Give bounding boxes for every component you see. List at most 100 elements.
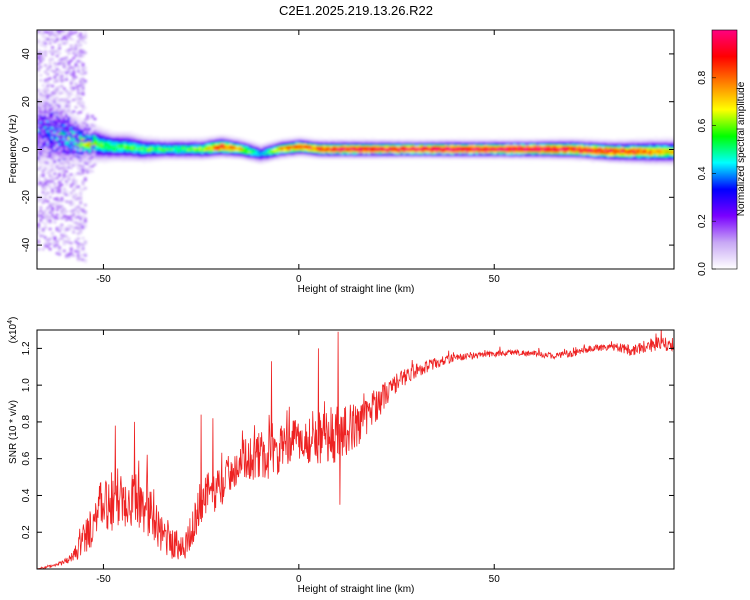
heatmap-cell	[67, 217, 71, 221]
heatmap-cell	[46, 98, 50, 101]
heatmap-cell	[620, 161, 624, 164]
heatmap-cell	[86, 134, 90, 137]
heatmap-cell	[180, 140, 183, 143]
heatmap-cell	[280, 154, 284, 157]
heatmap-cell	[339, 152, 343, 155]
heatmap-cell	[60, 133, 64, 136]
heatmap-cell	[501, 157, 505, 160]
heatmap-cell	[93, 154, 97, 157]
heatmap-cell	[58, 132, 62, 135]
heatmap-cell	[491, 152, 495, 155]
heatmap-cell	[76, 210, 80, 213]
heatmap-cell	[69, 134, 73, 138]
heatmap-cell	[187, 150, 191, 153]
heatmap-cell	[585, 155, 589, 158]
heatmap-cell	[534, 158, 538, 161]
heatmap-cell	[62, 30, 66, 33]
heatmap-cell	[191, 151, 195, 155]
heatmap-cell	[194, 148, 198, 151]
heatmap-cell	[53, 99, 57, 102]
heatmap-cell	[421, 138, 425, 142]
heatmap-cell	[377, 142, 380, 145]
heatmap-cell	[639, 154, 643, 157]
heatmap-cell	[173, 138, 176, 141]
heatmap-cell	[480, 149, 484, 152]
heatmap-cell	[299, 155, 303, 159]
heatmap-cell	[346, 142, 350, 145]
heatmap-cell	[46, 158, 50, 161]
heatmap-cell	[229, 138, 233, 141]
heatmap-cell	[72, 157, 76, 160]
heatmap-cell	[166, 150, 169, 153]
heatmap-cell	[65, 155, 69, 158]
heatmap-cell	[100, 130, 104, 133]
heatmap-cell	[529, 146, 533, 149]
heatmap-cell	[470, 154, 474, 157]
heatmap-cell	[49, 22, 52, 24]
heatmap-cell	[576, 146, 580, 149]
heatmap-cell	[557, 157, 561, 160]
heatmap-cell	[440, 155, 444, 159]
heatmap-cell	[337, 149, 341, 152]
heatmap-cell	[74, 210, 78, 213]
heatmap-cell	[67, 117, 71, 120]
heatmap-cell	[564, 159, 568, 162]
heatmap-cell	[243, 143, 247, 146]
heatmap-cell	[273, 139, 277, 142]
heatmap-cell	[88, 143, 92, 147]
heatmap-cell	[290, 145, 294, 148]
heatmap-cell	[67, 69, 71, 72]
heatmap-cell	[634, 143, 638, 147]
heatmap-cell	[182, 155, 186, 158]
heatmap-cell	[51, 145, 55, 148]
heatmap-cell	[81, 78, 85, 81]
heatmap-cell	[454, 139, 458, 142]
heatmap-cell	[309, 148, 312, 151]
heatmap-cell	[41, 169, 45, 172]
heatmap-cell	[79, 50, 83, 54]
heatmap-cell	[487, 152, 491, 155]
heatmap-cell	[81, 210, 85, 213]
heatmap-cell	[412, 148, 416, 152]
heatmap-cell	[252, 145, 256, 148]
heatmap-cell	[287, 147, 291, 150]
heatmap-cell	[620, 158, 624, 161]
heatmap-cell	[604, 150, 608, 153]
heatmap-cell	[215, 136, 219, 140]
heatmap-cell	[170, 151, 174, 155]
heatmap-cell	[520, 146, 523, 149]
heatmap-cell	[452, 149, 455, 152]
heatmap-cell	[257, 155, 261, 158]
heatmap-cell	[163, 153, 167, 156]
heatmap-cell	[41, 136, 45, 139]
heatmap-cell	[93, 134, 97, 137]
heatmap-cell	[95, 129, 99, 132]
heatmap-cell	[255, 147, 259, 151]
heatmap-cell	[65, 163, 69, 166]
heatmap-cell	[95, 149, 99, 152]
heatmap-cell	[337, 139, 341, 142]
heatmap-cell	[158, 154, 162, 157]
heatmap-cell	[72, 152, 76, 155]
heatmap-cell	[126, 153, 130, 156]
heatmap-cell	[88, 158, 92, 162]
heatmap-cell	[72, 142, 76, 145]
heatmap-cell	[81, 121, 85, 124]
heatmap-cell	[95, 154, 99, 157]
heatmap-cell	[236, 138, 240, 142]
heatmap-cell	[372, 154, 376, 157]
heatmap-cell	[46, 91, 50, 94]
heatmap-cell	[264, 149, 268, 152]
heatmap-cell	[126, 134, 130, 137]
heatmap-cell	[606, 153, 610, 157]
heatmap-cell	[39, 44, 43, 47]
heatmap-cell	[581, 149, 584, 153]
heatmap-cell	[88, 162, 92, 165]
heatmap-cell	[62, 211, 66, 214]
heatmap-cell	[627, 138, 631, 141]
heatmap-cell	[506, 156, 509, 159]
heatmap-cell	[372, 137, 376, 140]
heatmap-cell	[475, 145, 479, 149]
heatmap-cell	[76, 70, 80, 73]
heatmap-cell	[53, 134, 57, 137]
